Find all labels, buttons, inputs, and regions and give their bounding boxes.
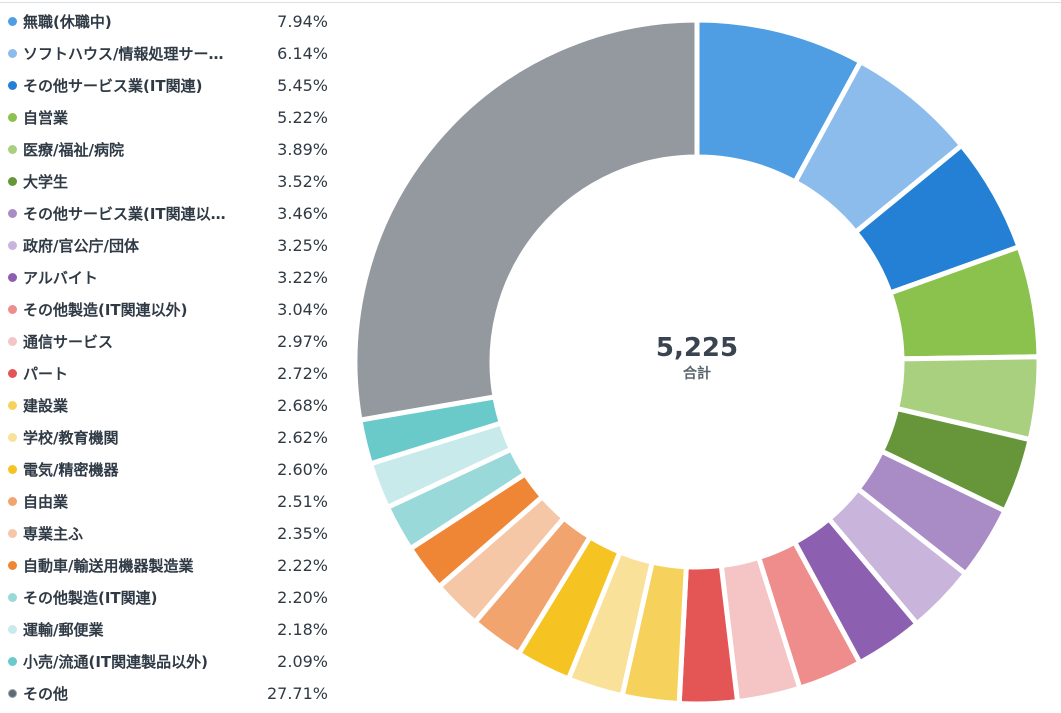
legend-item[interactable]: 自由業 2.51% [8, 485, 328, 517]
legend-item[interactable]: その他製造(IT関連) 2.20% [8, 581, 328, 613]
legend-color-dot-icon [8, 272, 17, 282]
legend-item[interactable]: 大学生 3.52% [8, 165, 328, 197]
legend-percent: 3.22% [277, 267, 328, 287]
legend-item[interactable]: 建設業 2.68% [8, 389, 328, 421]
legend-color-dot-icon [8, 656, 17, 666]
legend-color-dot-icon [8, 528, 17, 538]
legend-percent: 6.14% [277, 43, 328, 63]
legend-percent: 3.89% [277, 139, 328, 159]
legend-color-dot-icon [8, 144, 17, 154]
legend-percent: 5.45% [277, 75, 328, 95]
legend-item[interactable]: その他 27.71% [8, 677, 328, 709]
legend-item[interactable]: 自営業 5.22% [8, 101, 328, 133]
legend-item[interactable]: ソフトハウス/情報処理サー… 6.14% [8, 37, 328, 69]
legend-item[interactable]: パート 2.72% [8, 357, 328, 389]
legend-color-dot-icon [8, 368, 17, 378]
legend-color-dot-icon [8, 336, 17, 346]
legend-percent: 2.35% [277, 523, 328, 543]
legend-percent: 2.09% [277, 651, 328, 671]
legend-color-dot-icon [8, 592, 17, 602]
legend-percent: 2.72% [277, 363, 328, 383]
legend-item[interactable]: 医療/福祉/病院 3.89% [8, 133, 328, 165]
legend-item[interactable]: その他サービス業(IT関連) 5.45% [8, 69, 328, 101]
legend-percent: 3.46% [277, 203, 328, 223]
legend-item[interactable]: 政府/官公庁/団体 3.25% [8, 229, 328, 261]
legend-percent: 2.62% [277, 427, 328, 447]
donut-slices [352, 17, 1042, 707]
legend-color-dot-icon [8, 176, 17, 186]
total-value: 5,225 [656, 333, 738, 363]
legend-percent: 7.94% [277, 11, 328, 31]
legend-percent: 3.25% [277, 235, 328, 255]
top-divider [0, 2, 1061, 3]
legend-item[interactable]: 無職(休職中) 7.94% [8, 5, 328, 37]
legend-color-dot-icon [8, 304, 17, 314]
legend-item[interactable]: 運輸/郵便業 2.18% [8, 613, 328, 645]
legend-color-dot-icon [8, 16, 17, 26]
legend-color-dot-icon [8, 208, 17, 218]
legend-percent: 3.52% [277, 171, 328, 191]
legend-item[interactable]: アルバイト 3.22% [8, 261, 328, 293]
legend-item[interactable]: 小売/流通(IT関連製品以外) 2.09% [8, 645, 328, 677]
chart-legend: 無職(休職中) 7.94% ソフトハウス/情報処理サー… 6.14% その他サービス業(… [8, 5, 328, 709]
legend-color-dot-icon [8, 80, 17, 90]
donut-slice[interactable] [352, 17, 700, 423]
legend-percent: 2.51% [277, 491, 328, 511]
legend-color-dot-icon [8, 48, 17, 58]
legend-percent: 2.97% [277, 331, 328, 351]
legend-item[interactable]: 学校/教育機関 2.62% [8, 421, 328, 453]
legend-item[interactable]: 専業主ふ 2.35% [8, 517, 328, 549]
legend-percent: 27.71% [266, 683, 328, 703]
legend-item[interactable]: その他サービス業(IT関連以… 3.46% [8, 197, 328, 229]
legend-item[interactable]: 通信サービス 2.97% [8, 325, 328, 357]
legend-item[interactable]: 電気/精密機器 2.60% [8, 453, 328, 485]
legend-percent: 2.60% [277, 459, 328, 479]
legend-item[interactable]: 自動車/輸送用機器製造業 2.22% [8, 549, 328, 581]
legend-color-dot-icon [8, 464, 17, 474]
legend-color-dot-icon [8, 560, 17, 570]
legend-item[interactable]: その他製造(IT関連以外) 3.04% [8, 293, 328, 325]
legend-percent: 5.22% [277, 107, 328, 127]
total-label: 合計 [683, 365, 711, 382]
legend-percent: 2.68% [277, 395, 328, 415]
legend-color-dot-icon [8, 400, 17, 410]
legend-color-dot-icon [8, 240, 17, 250]
legend-color-dot-icon [8, 112, 17, 122]
legend-color-dot-icon [8, 688, 17, 698]
legend-percent: 2.22% [277, 555, 328, 575]
legend-percent: 3.04% [277, 299, 328, 319]
legend-color-dot-icon [8, 496, 17, 506]
legend-percent: 2.18% [277, 619, 328, 639]
legend-percent: 2.20% [277, 587, 328, 607]
legend-color-dot-icon [8, 624, 17, 634]
legend-color-dot-icon [8, 432, 17, 442]
